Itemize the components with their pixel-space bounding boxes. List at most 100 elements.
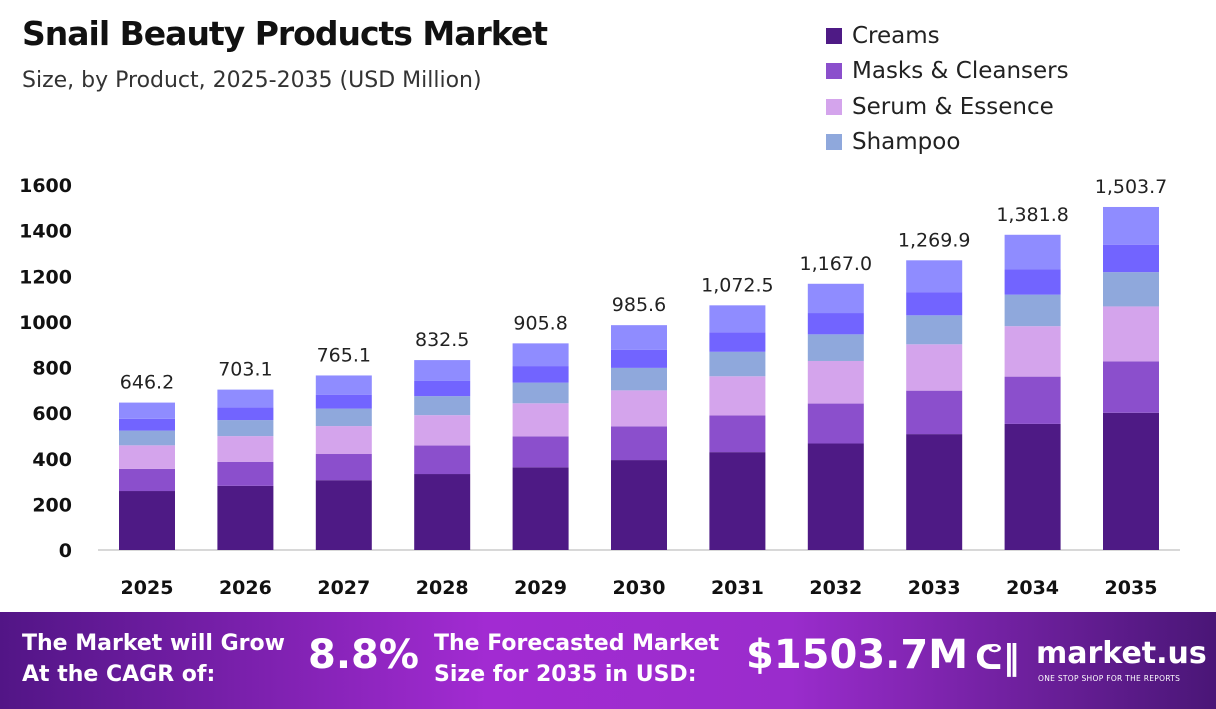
- total-label: 765.1: [317, 344, 371, 366]
- bar-segment-series-5-2027: [315, 394, 372, 409]
- total-label: 1,503.7: [1095, 176, 1168, 198]
- bar-segment-shampoo-2031: [709, 351, 766, 377]
- bar-segment-creams-2029: [512, 467, 569, 550]
- total-label: 1,269.9: [898, 229, 971, 251]
- x-tick-label: 2032: [809, 577, 862, 599]
- bar-segment-shampoo-2026: [217, 420, 274, 437]
- cagr-value: 8.8%: [308, 632, 419, 678]
- bar-segment-shampoo-2025: [119, 430, 175, 446]
- bar-segment-creams-2028: [414, 474, 471, 550]
- cagr-label-line2: At the CAGR of:: [22, 662, 216, 687]
- bar-segment-masks-cleansers-2034: [1004, 376, 1061, 424]
- footer-banner: The Market will Grow At the CAGR of: 8.8%…: [0, 612, 1216, 709]
- legend-swatch: [826, 98, 842, 115]
- x-tick-label: 2034: [1006, 577, 1059, 599]
- bar-segment-shampoo-2030: [611, 367, 667, 391]
- legend-item-creams: Creams: [826, 18, 1069, 54]
- bar-segment-creams-2034: [1004, 423, 1061, 550]
- bar-segment-masks-cleansers-2031: [709, 415, 766, 453]
- y-tick-label: 1400: [19, 221, 72, 243]
- y-tick-label: 1000: [19, 312, 72, 334]
- bar-segment-series-6-2035: [1103, 206, 1159, 245]
- bar-segment-serum-essence-2025: [119, 445, 175, 469]
- bar-segment-series-6-2034: [1004, 234, 1061, 270]
- y-tick-label: 1600: [19, 175, 72, 197]
- stacked-bar-chart: 0 200 400 600 800 1000 1200 1400 1600 646.2 2025 70…: [19, 175, 1180, 599]
- bar-segment-series-5-2034: [1004, 269, 1061, 295]
- bar-segment-serum-essence-2026: [217, 436, 274, 462]
- x-tick-label: 2025: [121, 577, 174, 599]
- x-tick-label: 2026: [219, 577, 272, 599]
- bar-segment-series-6-2033: [906, 260, 963, 293]
- total-label: 832.5: [415, 329, 469, 351]
- legend-swatch: [826, 63, 842, 80]
- bar-segment-creams-2030: [611, 460, 667, 550]
- bar-segment-masks-cleansers-2025: [119, 468, 175, 492]
- bar-segment-shampoo-2033: [906, 315, 963, 345]
- bar-segment-serum-essence-2034: [1004, 326, 1061, 377]
- bar-segment-shampoo-2032: [807, 334, 864, 361]
- bar-segment-series-5-2026: [217, 407, 274, 421]
- cagr-label-line1: The Market will Grow: [22, 631, 285, 656]
- x-tick-label: 2031: [711, 577, 764, 599]
- total-label: 646.2: [120, 372, 174, 394]
- bar-segment-series-6-2032: [807, 283, 864, 314]
- brand-name: market.us: [1036, 636, 1207, 671]
- bar-segment-series-6-2029: [512, 343, 569, 367]
- bar-segment-shampoo-2028: [414, 396, 471, 416]
- legend: Creams Masks & Cleansers Serum & Essence…: [826, 18, 1069, 160]
- chart-subtitle: Size, by Product, 2025-2035 (USD Million…: [22, 68, 482, 93]
- bar-segment-creams-2033: [906, 434, 963, 550]
- legend-label: Creams: [852, 22, 940, 49]
- bar-segment-masks-cleansers-2026: [217, 461, 274, 486]
- bar-segment-serum-essence-2032: [807, 360, 864, 404]
- brand-logo-icon: ᕦ‖: [975, 638, 1020, 678]
- total-label: 985.6: [612, 294, 666, 316]
- total-label: 905.8: [513, 312, 567, 334]
- x-tick-label: 2030: [613, 577, 666, 599]
- legend-swatch: [826, 134, 842, 151]
- total-label: 1,167.0: [800, 253, 873, 275]
- bar-segment-masks-cleansers-2029: [512, 436, 569, 468]
- bar-segment-series-6-2026: [217, 389, 274, 408]
- legend-label: Masks & Cleansers: [852, 58, 1069, 85]
- y-tick-label: 400: [32, 449, 72, 471]
- chart-title: Snail Beauty Products Market: [22, 14, 548, 53]
- bar-segment-series-5-2031: [709, 332, 766, 352]
- x-tick-label: 2035: [1105, 577, 1158, 599]
- bar-segment-series-6-2031: [709, 305, 766, 333]
- bar-segment-serum-essence-2035: [1103, 306, 1159, 362]
- bar-segment-series-5-2028: [414, 380, 471, 397]
- bar-segment-creams-2026: [217, 485, 274, 550]
- bar-segment-serum-essence-2027: [315, 426, 372, 455]
- bar-segment-shampoo-2029: [512, 382, 569, 404]
- forecast-label: The Forecasted Market Size for 2035 in US…: [434, 628, 719, 690]
- bar-segment-creams-2027: [315, 480, 372, 550]
- bar-segment-series-6-2025: [119, 402, 175, 419]
- forecast-label-line1: The Forecasted Market: [434, 631, 720, 656]
- bar-segment-shampoo-2034: [1004, 294, 1061, 327]
- total-label: 1,072.5: [701, 274, 774, 296]
- y-tick-label: 200: [32, 494, 72, 516]
- brand-tagline: ONE STOP SHOP FOR THE REPORTS: [1038, 674, 1181, 683]
- y-tick-label: 1200: [19, 266, 72, 288]
- total-label: 703.1: [218, 359, 272, 381]
- x-tick-label: 2028: [416, 577, 469, 599]
- bar-segment-masks-cleansers-2033: [906, 390, 963, 435]
- legend-item-serum: Serum & Essence: [826, 89, 1069, 125]
- bar-segment-creams-2035: [1103, 412, 1159, 550]
- forecast-label-line2: Size for 2035 in USD:: [434, 662, 697, 687]
- y-tick-label: 0: [59, 540, 72, 562]
- x-tick-label: 2033: [908, 577, 961, 599]
- bar-segment-shampoo-2035: [1103, 272, 1159, 307]
- x-tick-label: 2027: [317, 577, 370, 599]
- bar-segment-serum-essence-2028: [414, 415, 471, 446]
- x-tick-label: 2029: [514, 577, 567, 599]
- cagr-label: The Market will Grow At the CAGR of:: [22, 628, 285, 690]
- bar-segment-series-5-2033: [906, 292, 963, 316]
- bar-segment-series-5-2035: [1103, 244, 1159, 273]
- legend-swatch: [826, 27, 842, 44]
- bar-segment-masks-cleansers-2030: [611, 426, 667, 461]
- bar-segment-serum-essence-2030: [611, 390, 667, 427]
- bar-segment-serum-essence-2029: [512, 403, 569, 437]
